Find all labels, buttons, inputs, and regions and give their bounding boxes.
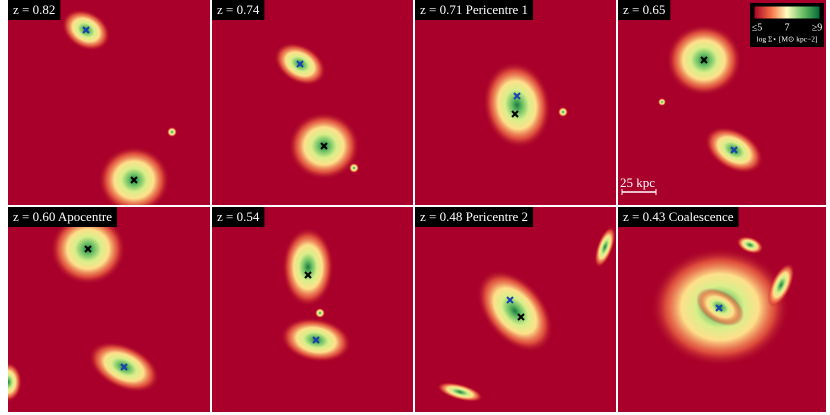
colorbar-tick-label: ≤5 [752,22,763,33]
panel: z = 0.54 [212,207,413,412]
galaxy [436,382,484,402]
panel-label: z = 0.65 [623,2,665,17]
colorbar-title: log Σ⋆ [M⊙ kpc−2] [756,35,817,44]
centre-marker [296,60,304,68]
label-box [618,0,671,20]
label-box [415,0,534,20]
panel-label: z = 0.43 Coalescence [623,209,734,224]
panel: z = 0.74 [212,0,413,205]
centre-marker [120,363,128,371]
panel: z = 0.82 [8,0,210,205]
centre-marker [82,26,90,34]
centre-marker [715,304,723,312]
scale-bar-label: 25 kpc [620,175,655,190]
panel: z = 0.48 Pericentre 2 [415,207,616,412]
centre-marker [84,245,92,253]
panel-label: z = 0.48 Pericentre 2 [420,209,528,224]
label-box [212,0,265,20]
centre-marker [513,92,521,100]
panel-label: z = 0.60 Apocentre [13,209,112,224]
colorbar-tick-label: ≥9 [812,22,823,33]
galaxy [98,146,170,205]
label-box [8,207,118,227]
panel-label: z = 0.54 [217,209,260,224]
panel: z = 0.43 Coalescence [618,207,826,412]
label-box [415,207,534,227]
label-box [212,207,265,227]
galaxy [476,269,554,353]
panel-label: z = 0.74 [217,2,260,17]
panel: z = 0.60 Apocentre [8,207,210,412]
galaxy [736,236,764,254]
centre-marker [304,271,312,279]
centre-marker [312,336,320,344]
centre-marker [730,146,738,154]
panel-label: z = 0.82 [13,2,55,17]
galaxy [349,163,359,173]
colorbar-tick-label: 7 [785,22,790,33]
centre-marker [511,110,519,118]
galaxy [594,226,616,268]
galaxy [658,98,666,106]
panel-label: z = 0.71 Pericentre 1 [420,2,528,17]
galaxy [315,308,325,318]
centre-marker [700,56,708,64]
galaxy [167,127,177,137]
galaxy [767,262,795,308]
centre-marker [517,313,525,321]
label-box [8,0,61,20]
colorbar [753,5,821,20]
panel: z = 0.71 Pericentre 1 [415,0,616,205]
galaxy [8,362,22,402]
galaxy [482,61,552,149]
galaxy [282,227,334,307]
label-box [618,207,739,227]
centre-marker [320,142,328,150]
galaxy [558,107,568,117]
centre-marker [130,176,138,184]
centre-marker [506,296,514,304]
